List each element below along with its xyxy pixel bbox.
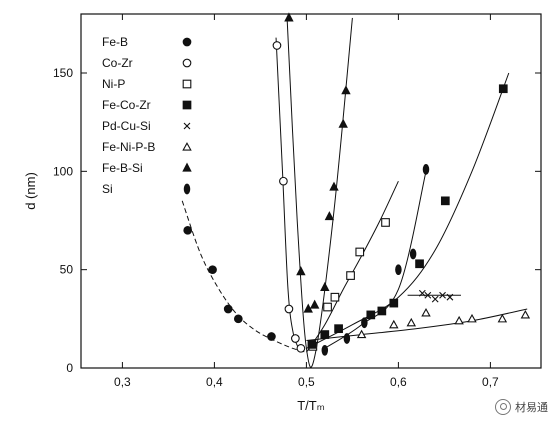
legend-label: Ni-P — [102, 77, 125, 91]
data-point — [395, 264, 402, 276]
legend-marker — [182, 79, 192, 89]
data-point — [377, 306, 387, 316]
data-point — [409, 248, 417, 260]
legend-marker — [183, 183, 191, 195]
legend-marker — [182, 37, 192, 47]
data-point — [284, 12, 294, 22]
data-point — [355, 247, 365, 257]
data-point — [498, 84, 508, 94]
data-point — [389, 298, 399, 308]
series-co-zr — [272, 41, 306, 353]
legend-marker — [182, 58, 192, 68]
fit-curve-fe-co-zr — [306, 72, 510, 349]
data-point — [366, 310, 376, 320]
data-point — [279, 176, 288, 186]
data-point — [307, 340, 317, 349]
y-tick-label: 100 — [53, 164, 73, 178]
data-point — [323, 302, 332, 312]
legend: Fe-B Co-Zr Ni-P Fe-Co-Zr Pd-Cu-Si Fe-Ni-P-B Fe… — [102, 35, 192, 196]
data-point — [389, 319, 399, 329]
data-point — [267, 332, 276, 341]
data-point — [415, 259, 424, 269]
data-point — [446, 293, 454, 301]
fit-curves — [181, 17, 528, 368]
data-point — [418, 289, 426, 297]
data-point — [341, 85, 351, 95]
data-point — [467, 313, 477, 323]
data-point — [320, 330, 330, 339]
data-point — [284, 304, 294, 314]
axes: 0,3 0,4 0,5 0,6 0,7 0 50 100 150 T/Tₘ d (nm) — [23, 13, 542, 413]
data-point — [320, 281, 330, 291]
data-point — [439, 291, 446, 299]
x-tick-label: 0,4 — [206, 375, 223, 389]
data-point — [334, 324, 343, 334]
data-point — [296, 266, 306, 276]
data-point — [381, 218, 390, 227]
legend-marker — [182, 162, 192, 172]
legend-marker — [182, 100, 192, 110]
data-point — [272, 41, 282, 50]
data-point — [330, 292, 340, 302]
y-tick-label: 50 — [60, 263, 74, 277]
x-axis-title: T/Tₘ — [297, 398, 325, 413]
data-point — [431, 295, 439, 303]
legend-marker — [182, 142, 192, 151]
data-point — [291, 334, 300, 343]
series-pd-cu-si — [418, 289, 454, 303]
data-point — [324, 211, 335, 221]
data-point — [454, 315, 464, 325]
y-tick-label: 150 — [53, 66, 73, 80]
legend-label: Fe-B — [102, 35, 128, 49]
data-point — [321, 344, 329, 356]
watermark: 材易通 — [495, 399, 548, 415]
legend-label: Si — [102, 182, 113, 196]
data-point — [422, 164, 430, 175]
y-axis-title: d (nm) — [23, 172, 38, 210]
data-point — [406, 317, 417, 327]
data-point — [329, 181, 339, 191]
data-point — [343, 333, 351, 344]
y-tick-label: 0 — [66, 361, 73, 375]
series-fe-b — [183, 225, 276, 341]
legend-label: Co-Zr — [102, 56, 133, 70]
data-point — [424, 291, 432, 299]
watermark-text: 材易通 — [515, 401, 548, 414]
data-point — [440, 196, 450, 206]
legend-label: Fe-Ni-P-B — [102, 140, 155, 154]
series-fe-ni-p-b — [356, 308, 531, 339]
fit-curve-fe-b-si — [286, 17, 353, 368]
series-fe-b-si — [284, 12, 351, 313]
x-tick-label: 0,7 — [482, 375, 499, 389]
data-point — [356, 329, 367, 339]
x-tick-label: 0,3 — [114, 375, 131, 389]
legend-label: Fe-B-Si — [102, 161, 143, 175]
x-tick-label: 0,5 — [298, 375, 315, 389]
series-fe-co-zr — [307, 84, 508, 349]
data-point — [233, 314, 243, 324]
legend-label: Pd-Cu-Si — [102, 119, 151, 133]
data-point — [421, 308, 431, 317]
fit-curve-fe-b — [181, 200, 307, 353]
data-point — [223, 304, 233, 314]
data-points — [183, 12, 531, 356]
data-point — [309, 299, 320, 309]
data-point — [296, 343, 306, 353]
data-point — [346, 271, 355, 280]
data-point — [208, 265, 217, 275]
legend-marker — [183, 122, 191, 130]
plot-frame — [80, 13, 542, 369]
data-point — [183, 225, 193, 235]
series-si — [321, 164, 430, 356]
wechat-icon — [495, 399, 511, 415]
data-point — [520, 309, 531, 319]
x-tick-label: 0,6 — [390, 375, 407, 389]
legend-label: Fe-Co-Zr — [102, 98, 151, 112]
data-point — [338, 118, 348, 128]
data-point — [361, 317, 368, 329]
data-point — [497, 313, 508, 323]
